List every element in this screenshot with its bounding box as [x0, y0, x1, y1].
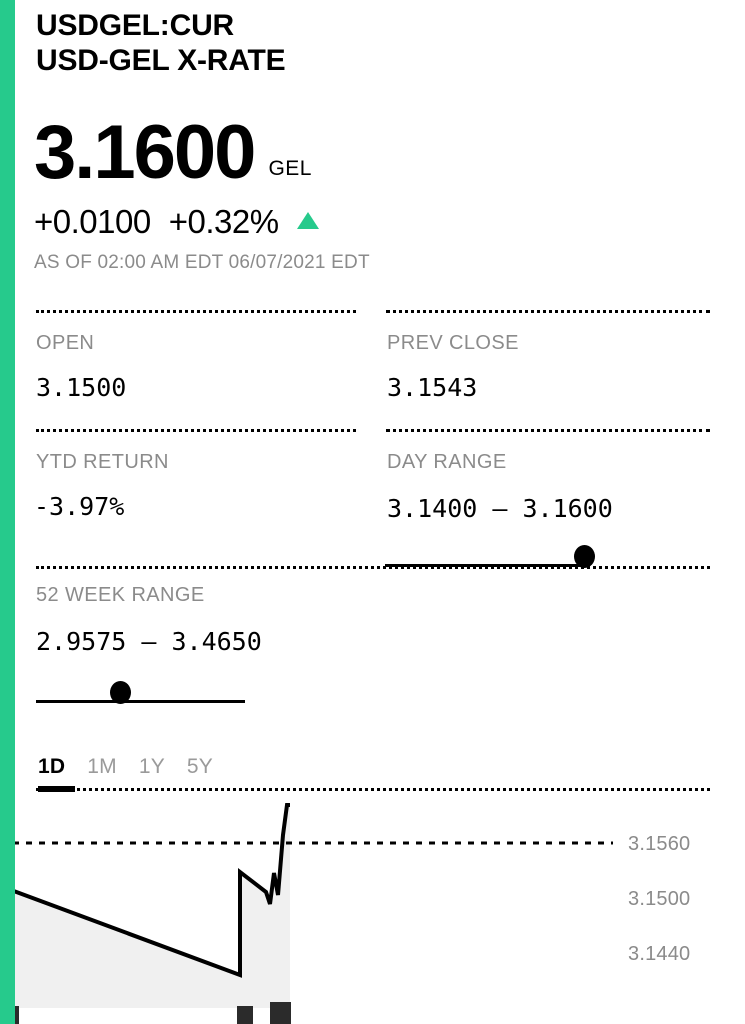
triangle-up-icon: [296, 211, 319, 229]
page-header: USDGEL:CUR USD-GEL X-RATE: [36, 8, 636, 79]
stat-label-ytd-return: YTD RETURN: [36, 451, 169, 473]
divider-day-range: [386, 429, 710, 432]
last-price: 3.1600: [34, 110, 256, 195]
stat-value-ytd-return: -3.97%: [34, 492, 125, 521]
stat-value-day-range: 3.1400 – 3.1600: [387, 494, 613, 523]
volume-bar: [237, 1006, 253, 1024]
tab-active-indicator: [38, 786, 75, 792]
volume-bar: [11, 1006, 19, 1024]
tab-1d[interactable]: 1D: [38, 755, 66, 778]
week52-range-marker[interactable]: [110, 681, 131, 704]
chart-area-fill: [11, 805, 290, 1008]
tab-5y[interactable]: 5Y: [186, 755, 214, 778]
divider-prev-close: [386, 310, 710, 313]
y-axis-tick-1: 3.1560: [628, 833, 691, 855]
brand-accent-bar: [0, 0, 15, 1024]
day-range-track[interactable]: [385, 564, 584, 567]
change-absolute: +0.0100: [34, 202, 151, 240]
as-of-timestamp: AS OF 02:00 AM EDT 06/07/2021 EDT: [34, 251, 370, 273]
change-percent: +0.32%: [168, 202, 279, 240]
volume-bar: [270, 1002, 291, 1024]
price-chart[interactable]: 3.1560 3.1500 3.1440: [0, 795, 745, 1024]
chart-range-tabs[interactable]: 1D 1M 1Y 5Y: [38, 755, 235, 779]
stat-value-open: 3.1500: [36, 373, 127, 402]
security-name: USD-GEL X-RATE: [36, 44, 286, 78]
y-axis-tick-3: 3.1440: [628, 943, 691, 965]
stat-value-prev-close: 3.1543: [387, 373, 478, 402]
stat-value-52-week-range: 2.9575 – 3.4650: [36, 627, 262, 656]
tab-1m[interactable]: 1M: [87, 755, 117, 778]
currency-label: GEL: [268, 156, 312, 180]
divider-52-week-range: [36, 566, 710, 569]
day-range-marker[interactable]: [574, 545, 595, 568]
stat-label-52-week-range: 52 WEEK RANGE: [36, 584, 205, 606]
ticker-symbol: USDGEL:CUR: [36, 9, 234, 42]
tab-divider: [36, 788, 710, 791]
price-row: 3.1600 GEL: [34, 110, 370, 195]
quote-block: 3.1600 GEL +0.0100 +0.32% AS OF 02:00 AM…: [34, 110, 370, 274]
stat-label-open: OPEN: [36, 332, 95, 354]
stat-label-prev-close: PREV CLOSE: [387, 332, 519, 354]
chart-price-line: [10, 803, 290, 978]
change-row: +0.0100 +0.32%: [34, 203, 370, 241]
y-axis-tick-2: 3.1500: [628, 888, 691, 910]
tab-1y[interactable]: 1Y: [138, 755, 165, 778]
price-chart-svg[interactable]: [0, 795, 745, 1024]
stat-label-day-range: DAY RANGE: [387, 451, 507, 473]
divider-ytd-return: [36, 429, 356, 432]
divider-open: [36, 310, 356, 313]
week52-range-track[interactable]: [36, 700, 245, 703]
